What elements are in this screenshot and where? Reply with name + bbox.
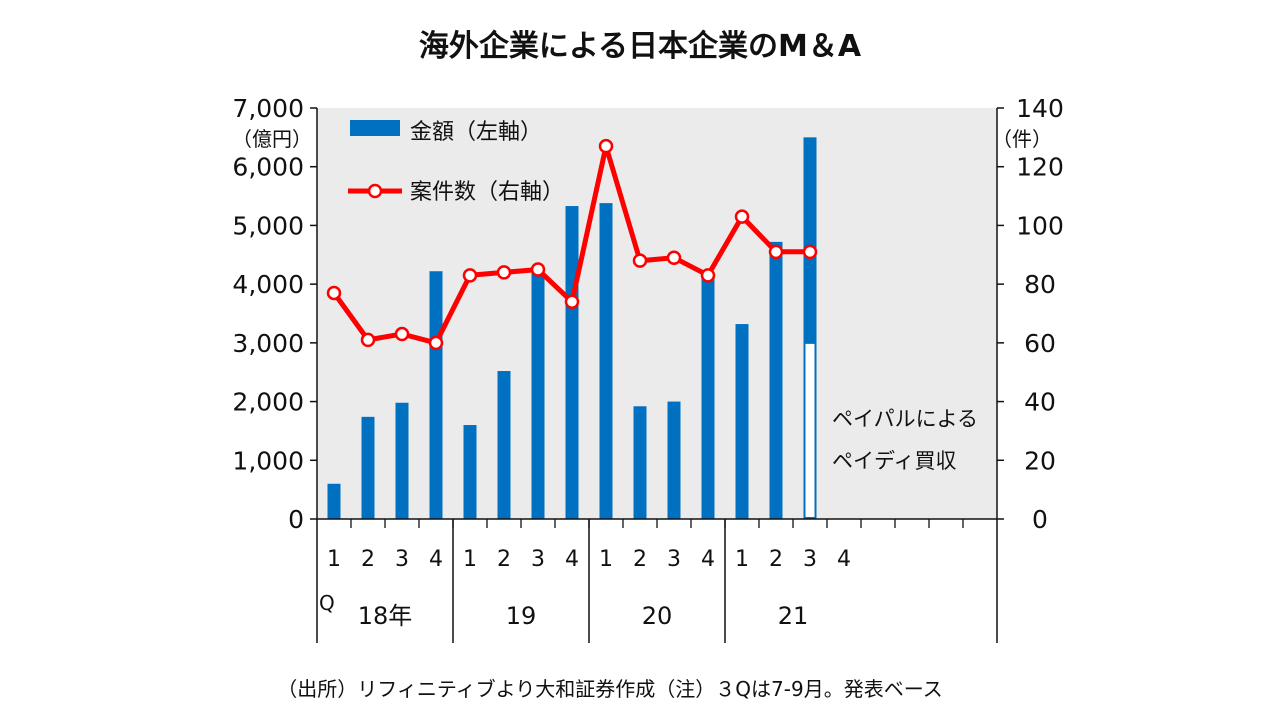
bar <box>361 416 375 519</box>
quarter-label: 1 <box>327 547 341 572</box>
bar <box>531 270 545 519</box>
bar <box>565 206 579 519</box>
annotation-line-2: ペイディ買収 <box>832 449 957 473</box>
left-tick-label: 1,000 <box>232 446 304 475</box>
right-tick-label: 80 <box>1024 270 1056 299</box>
quarter-label: 1 <box>463 547 477 572</box>
left-tick-label: 4,000 <box>232 270 304 299</box>
bar <box>667 401 681 519</box>
count-point <box>700 268 716 283</box>
left-tick-label: 2,000 <box>232 388 304 417</box>
bar <box>633 406 647 519</box>
legend-bar-swatch <box>350 120 400 136</box>
legend-line-label: 案件数（右軸） <box>410 180 564 205</box>
left-tick-label: 6,000 <box>232 153 304 182</box>
bar <box>701 275 715 519</box>
annotation-line-1: ペイパルによる <box>832 407 978 431</box>
right-tick-label: 120 <box>1016 153 1064 182</box>
quarter-label: 2 <box>497 547 511 572</box>
highlight-bar-segment <box>803 341 817 519</box>
count-point <box>768 244 784 260</box>
quarter-label: 2 <box>633 547 647 572</box>
count-point <box>326 285 342 301</box>
bar <box>429 271 443 519</box>
bar <box>395 402 409 519</box>
quarter-label: 2 <box>361 547 375 572</box>
quarter-label: 2 <box>769 547 783 572</box>
count-point <box>462 268 478 283</box>
count-point <box>734 209 750 224</box>
quarter-label: 3 <box>803 547 817 572</box>
quarter-label: 3 <box>395 547 409 572</box>
bar <box>735 324 749 519</box>
quarter-label: 3 <box>531 547 545 572</box>
right-tick-label: 140 <box>1016 94 1064 123</box>
chart-title: 海外企業による日本企業のM＆A <box>419 29 862 64</box>
quarter-label: 4 <box>701 547 715 572</box>
year-label: 18年 <box>358 602 413 630</box>
right-tick-label: 20 <box>1024 446 1056 475</box>
count-point <box>394 326 410 342</box>
quarter-label: 4 <box>429 547 443 572</box>
count-point <box>802 244 818 260</box>
count-point <box>632 253 648 268</box>
count-point <box>666 250 682 265</box>
year-label: 21 <box>778 602 809 630</box>
quarter-label: 1 <box>735 547 749 572</box>
bar <box>497 371 511 519</box>
left-tick-label: 0 <box>288 505 304 534</box>
year-label: 19 <box>506 602 537 630</box>
left-tick-label: 5,000 <box>232 211 304 240</box>
right-tick-label: 0 <box>1032 505 1048 534</box>
count-point <box>496 265 512 280</box>
right-tick-label: 60 <box>1024 329 1056 358</box>
quarter-label: 4 <box>565 547 579 572</box>
left-axis-unit: （億円） <box>232 127 312 151</box>
year-label: 20 <box>642 602 673 630</box>
right-axis-unit: （件） <box>992 127 1052 151</box>
quarter-label: 3 <box>667 547 681 572</box>
left-tick-label: 3,000 <box>232 329 304 358</box>
count-point <box>530 262 546 277</box>
bar <box>463 425 477 519</box>
right-tick-label: 100 <box>1016 211 1064 240</box>
count-point <box>598 138 614 154</box>
count-point <box>360 332 376 348</box>
quarter-mark: Q <box>319 591 335 615</box>
left-tick-label: 7,000 <box>232 94 304 123</box>
quarter-label: 4 <box>837 547 851 572</box>
right-tick-label: 40 <box>1024 388 1056 417</box>
bar <box>599 203 613 520</box>
bar <box>769 241 783 519</box>
bar <box>327 483 341 519</box>
count-point <box>428 335 444 351</box>
count-point <box>564 294 580 310</box>
footnote: （出所）リフィニティブより大和証券作成（注）３Qは7-9月。発表ベース <box>277 677 942 701</box>
legend-line-marker <box>367 183 383 199</box>
quarter-label: 1 <box>599 547 613 572</box>
legend-bar-label: 金額（左軸） <box>410 120 542 145</box>
